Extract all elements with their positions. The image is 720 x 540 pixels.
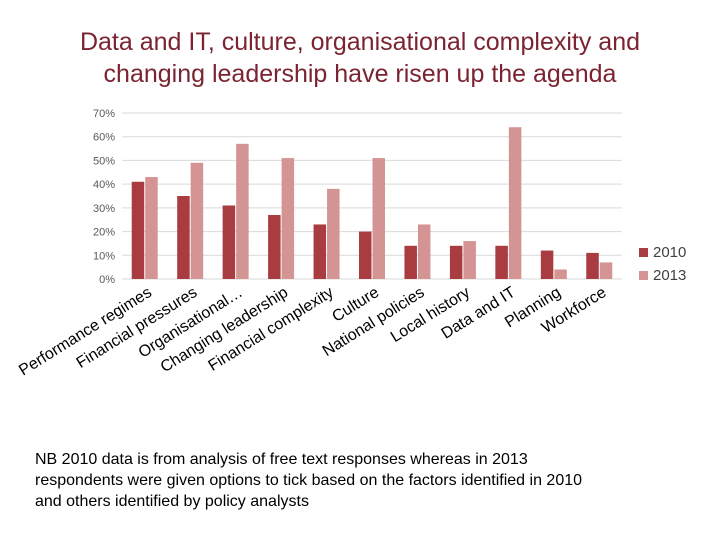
legend-swatch-2010 xyxy=(639,248,648,257)
bar-2010-7 xyxy=(404,245,417,279)
legend: 2010 2013 xyxy=(639,244,686,284)
bar-2010-6 xyxy=(359,231,372,279)
footnote-line-2: respondents were given options to tick b… xyxy=(35,472,583,489)
bar-2013-3 xyxy=(236,143,249,279)
slide-title-line-1: Data and IT, culture, organisational com… xyxy=(79,28,641,56)
bar-2010-2 xyxy=(177,196,190,279)
y-tick-label: 20% xyxy=(93,227,115,239)
bar-2010-10 xyxy=(540,250,554,279)
y-axis-ticks: 0% 10% 20% 30% 40% 50% 60% 70% xyxy=(93,108,115,286)
y-tick-label: 40% xyxy=(93,179,115,191)
legend-swatch-2013 xyxy=(639,271,648,280)
y-tick-label: 50% xyxy=(93,155,115,167)
legend-label-2010: 2010 xyxy=(653,244,686,261)
slide-title-line-2: changing leadership have risen up the ag… xyxy=(103,60,617,88)
bar-2013-7 xyxy=(417,224,431,279)
footnote: NB 2010 data is from analysis of free te… xyxy=(35,449,675,512)
bar-2010-9 xyxy=(495,245,508,279)
y-tick-label: 30% xyxy=(93,203,115,215)
bars xyxy=(131,127,613,279)
footnote-line-1: NB 2010 data is from analysis of free te… xyxy=(35,451,528,468)
bar-2013-6 xyxy=(372,158,385,279)
bar-2010-11 xyxy=(586,252,599,279)
slide-title: Data and IT, culture, organisational com… xyxy=(0,26,720,90)
bar-2013-4 xyxy=(281,158,295,279)
y-tick-label: 60% xyxy=(93,132,115,144)
footnote-line-3: and others identified by policy analysts xyxy=(35,493,309,510)
bar-2013-1 xyxy=(145,177,158,279)
bar-2013-11 xyxy=(599,262,613,279)
bar-2013-5 xyxy=(327,188,340,279)
bar-2010-3 xyxy=(222,205,236,279)
bar-2013-9 xyxy=(508,127,522,279)
bar-2010-5 xyxy=(313,224,327,279)
bar-2013-10 xyxy=(554,269,567,279)
bar-2010-8 xyxy=(449,245,463,279)
bar-2013-2 xyxy=(190,162,204,279)
y-tick-label: 70% xyxy=(93,108,115,120)
y-tick-label: 0% xyxy=(99,274,115,286)
y-tick-label: 10% xyxy=(93,250,115,262)
bar-2010-4 xyxy=(268,214,281,279)
bar-2013-8 xyxy=(463,241,476,279)
bar-chart: 0% 10% 20% 30% 40% 50% 60% 70% Performance regi… xyxy=(16,108,686,380)
legend-label-2013: 2013 xyxy=(653,267,686,284)
bar-2010-1 xyxy=(131,181,145,279)
gridlines xyxy=(122,112,622,280)
